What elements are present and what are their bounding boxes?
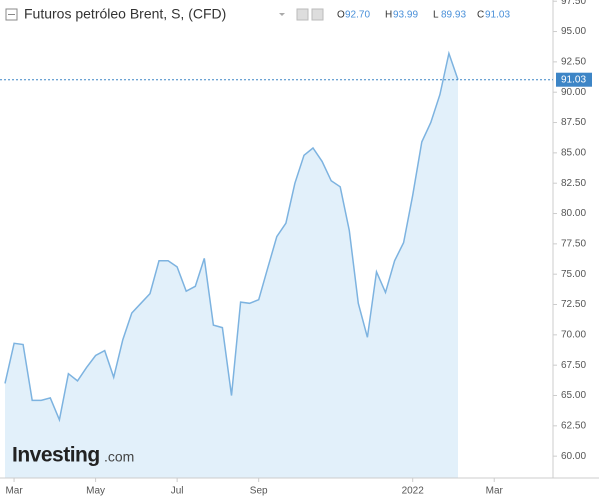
area: [5, 53, 458, 479]
y-tick-label: 62.50: [561, 420, 586, 431]
x-tick-label: 2022: [402, 486, 425, 497]
x-tick-label: Jul: [171, 486, 184, 497]
x-tick-label: Mar: [486, 486, 504, 497]
y-tick-label: 72.50: [561, 299, 586, 310]
y-tick-label: 80.00: [561, 208, 586, 219]
ohlc-value: 89.93: [441, 10, 466, 21]
y-tick-label: 65.00: [561, 390, 586, 401]
ohlc-value: 91.03: [485, 10, 510, 21]
y-tick-label: 75.00: [561, 269, 586, 280]
ohlc-label: L: [433, 10, 439, 21]
chart-title: Futuros petróleo Brent, S, (CFD): [24, 6, 226, 22]
dropdown-caret[interactable]: [279, 13, 285, 16]
ohlc-value: 93.99: [393, 10, 418, 21]
y-tick-label: 90.00: [561, 87, 586, 98]
y-tick-label: 70.00: [561, 329, 586, 340]
y-tick-label: 97.50: [561, 0, 586, 7]
x-tick-label: May: [86, 486, 105, 497]
ohlc-value: 92.70: [345, 10, 370, 21]
collapse-icon[interactable]: [5, 8, 18, 21]
y-tick-label: 67.50: [561, 360, 586, 371]
watermark-brand: Investing: [12, 444, 100, 467]
y-tick-label: 95.00: [561, 26, 586, 37]
plot-area: [4, 50, 459, 479]
watermark-suffix: .com: [104, 449, 134, 465]
x-tick-label: Mar: [5, 486, 23, 497]
y-tick-label: 60.00: [561, 451, 586, 462]
y-tick-label: 85.00: [561, 148, 586, 159]
ohlc-label: H: [385, 10, 392, 21]
settings-icon[interactable]: [296, 8, 309, 21]
close-icon[interactable]: [311, 8, 324, 21]
last-price-label: 91.03: [561, 74, 586, 85]
y-tick-label: 87.50: [561, 117, 586, 128]
y-tick-label: 82.50: [561, 178, 586, 189]
ohlc-label: O: [337, 10, 345, 21]
y-tick-label: 92.50: [561, 57, 586, 68]
ohlc-label: C: [477, 10, 484, 21]
line: [4, 50, 459, 423]
x-tick-label: Sep: [250, 486, 268, 497]
last-price-box: [556, 72, 592, 87]
y-tick-label: 77.50: [561, 238, 586, 249]
